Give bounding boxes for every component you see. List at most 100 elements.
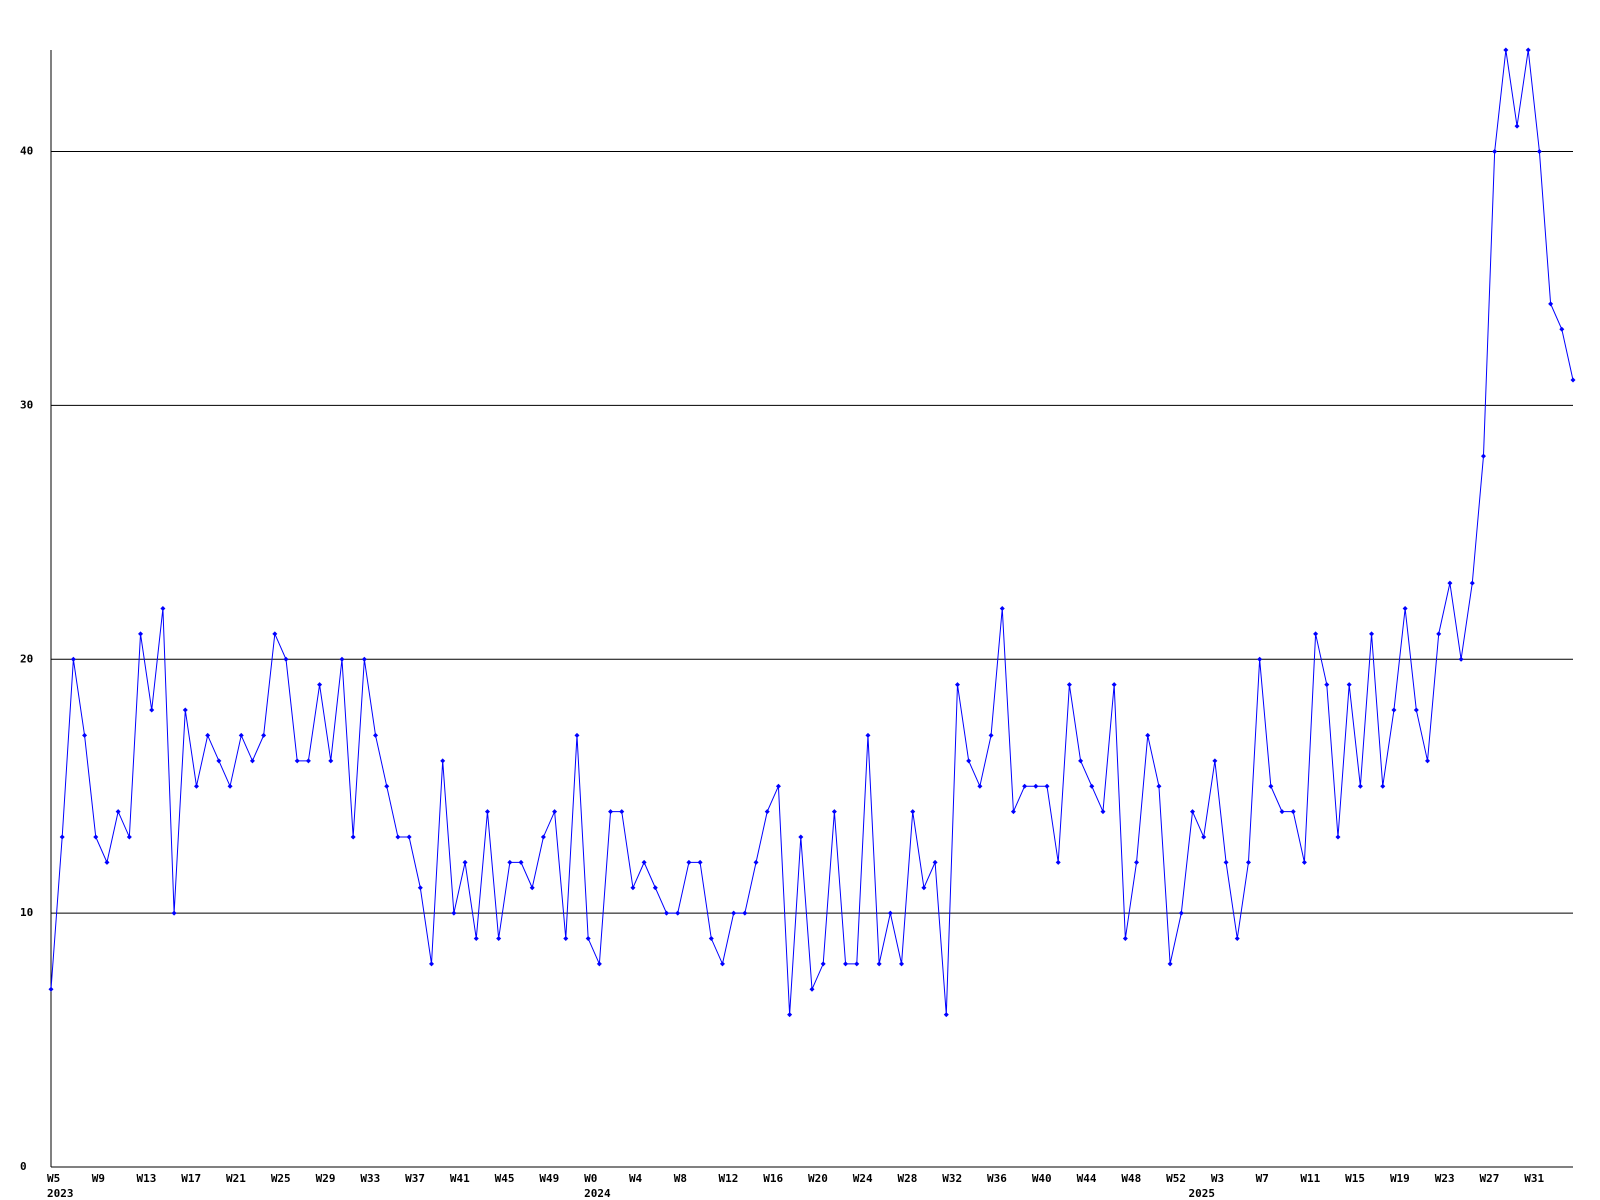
- point-marker: [775, 783, 781, 789]
- point-marker: [1066, 682, 1072, 688]
- point-marker: [328, 758, 334, 764]
- point-marker: [966, 758, 972, 764]
- point-marker: [1134, 859, 1140, 865]
- x-tick-label: W11: [1300, 1172, 1320, 1185]
- point-marker: [216, 758, 222, 764]
- x-tick-label: W7: [1256, 1172, 1269, 1185]
- x-tick-label: W48: [1121, 1172, 1141, 1185]
- point-marker: [1268, 783, 1274, 789]
- y-tick-label: 30: [20, 398, 33, 411]
- x-tick-label: W17: [181, 1172, 201, 1185]
- point-marker: [496, 936, 502, 942]
- point-marker: [664, 910, 670, 916]
- point-marker: [1022, 783, 1028, 789]
- point-marker: [1212, 758, 1218, 764]
- point-marker: [1346, 682, 1352, 688]
- point-marker: [1480, 453, 1486, 459]
- x-tick-label: W28: [898, 1172, 918, 1185]
- point-marker: [988, 732, 994, 738]
- point-marker: [697, 859, 703, 865]
- point-marker: [473, 936, 479, 942]
- point-marker: [1369, 631, 1375, 637]
- point-marker: [339, 656, 345, 662]
- point-marker: [1548, 301, 1554, 307]
- point-marker: [193, 783, 199, 789]
- x-tick-label: W21: [226, 1172, 246, 1185]
- x-tick-label: W13: [137, 1172, 157, 1185]
- x-tick-label: W36: [987, 1172, 1007, 1185]
- point-marker: [406, 834, 412, 840]
- point-marker: [440, 758, 446, 764]
- x-tick-label: W15: [1345, 1172, 1365, 1185]
- x-tick-label: W9: [92, 1172, 105, 1185]
- point-marker: [798, 834, 804, 840]
- point-marker: [1279, 809, 1285, 815]
- x-tick-label: W52: [1166, 1172, 1186, 1185]
- point-marker: [1313, 631, 1319, 637]
- point-marker: [462, 859, 468, 865]
- point-marker: [1425, 758, 1431, 764]
- point-marker: [876, 961, 882, 967]
- x-tick-label: W19: [1390, 1172, 1410, 1185]
- point-marker: [1100, 809, 1106, 815]
- point-marker: [865, 732, 871, 738]
- point-marker: [1301, 859, 1307, 865]
- x-tick-label: W27: [1479, 1172, 1499, 1185]
- point-marker: [1514, 123, 1520, 129]
- x-tick-label: W45: [495, 1172, 515, 1185]
- point-marker: [943, 1012, 949, 1018]
- point-marker: [753, 859, 759, 865]
- x-tick-label: W3: [1211, 1172, 1224, 1185]
- y-tick-label: 20: [20, 652, 33, 665]
- point-marker: [1122, 936, 1128, 942]
- point-marker: [1010, 809, 1016, 815]
- point-marker: [1111, 682, 1117, 688]
- year-label: 2024: [584, 1187, 611, 1200]
- point-marker: [1357, 783, 1363, 789]
- point-marker: [238, 732, 244, 738]
- point-marker: [1559, 326, 1565, 332]
- x-tick-label: W23: [1435, 1172, 1455, 1185]
- point-marker: [608, 809, 614, 815]
- point-marker: [1536, 149, 1542, 155]
- point-marker: [921, 885, 927, 891]
- x-tick-label: W31: [1524, 1172, 1544, 1185]
- point-marker: [1469, 580, 1475, 586]
- point-marker: [1145, 732, 1151, 738]
- point-marker: [910, 809, 916, 815]
- point-marker: [1447, 580, 1453, 586]
- point-marker: [540, 834, 546, 840]
- point-marker: [1380, 783, 1386, 789]
- point-marker: [1492, 149, 1498, 155]
- x-tick-label: W0: [584, 1172, 597, 1185]
- point-marker: [1413, 707, 1419, 713]
- point-marker: [294, 758, 300, 764]
- point-marker: [361, 656, 367, 662]
- point-marker: [104, 859, 110, 865]
- point-marker: [1525, 47, 1531, 53]
- point-marker: [742, 910, 748, 916]
- point-marker: [384, 783, 390, 789]
- point-marker: [1234, 936, 1240, 942]
- point-marker: [1458, 656, 1464, 662]
- point-marker: [1055, 859, 1061, 865]
- point-marker: [272, 631, 278, 637]
- point-marker: [1078, 758, 1084, 764]
- point-marker: [809, 986, 815, 992]
- point-marker: [1223, 859, 1229, 865]
- point-marker: [619, 809, 625, 815]
- point-marker: [932, 859, 938, 865]
- point-marker: [350, 834, 356, 840]
- point-marker: [675, 910, 681, 916]
- point-marker: [854, 961, 860, 967]
- point-marker: [1436, 631, 1442, 637]
- point-marker: [261, 732, 267, 738]
- point-marker: [1033, 783, 1039, 789]
- point-marker: [641, 859, 647, 865]
- point-marker: [48, 986, 54, 992]
- x-tick-label: W25: [271, 1172, 291, 1185]
- point-marker: [1167, 961, 1173, 967]
- point-marker: [1245, 859, 1251, 865]
- point-marker: [1044, 783, 1050, 789]
- point-marker: [160, 606, 166, 611]
